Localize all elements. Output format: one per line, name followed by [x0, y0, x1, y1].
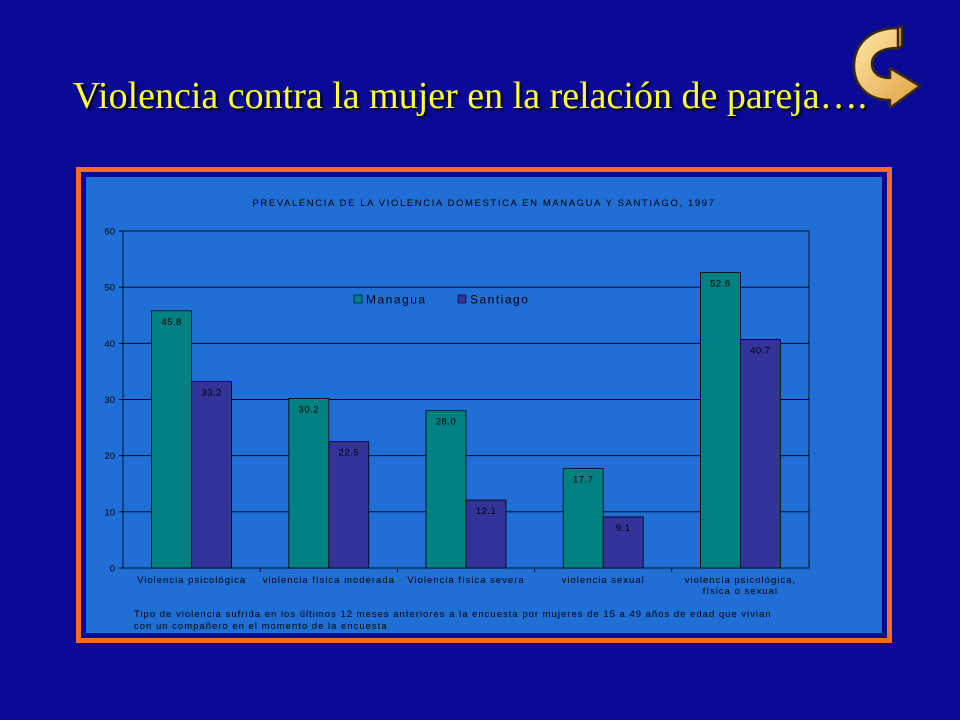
- chart-title: PREVALENCIA DE LA VIOLENCIA DOMESTICA EN…: [252, 198, 715, 209]
- bar-santiago: [191, 381, 232, 569]
- bar-managua: [425, 410, 467, 569]
- legend-label: Santiago: [470, 293, 529, 307]
- bar-santiago: [740, 339, 781, 569]
- y-tick-label: 30: [104, 395, 115, 406]
- y-tick-label: 40: [104, 339, 115, 350]
- curved-arrow-return-icon[interactable]: [846, 22, 922, 108]
- slide-title: Violencia contra la mujer en la relación…: [72, 75, 868, 117]
- x-category-label: violencia física moderada: [263, 575, 395, 586]
- data-label: 30.2: [299, 404, 320, 415]
- bar-managua: [700, 272, 741, 569]
- bar-santiago: [602, 516, 644, 569]
- legend-box: [342, 288, 552, 310]
- data-label: 52.6: [710, 279, 731, 290]
- chart-footnote-line: Tipo de violencia sufrida en los últimos…: [134, 609, 772, 620]
- legend-swatch: [457, 294, 467, 304]
- chart-footnote: Tipo de violencia sufrida en los últimos…: [134, 609, 834, 633]
- y-tick-label: 10: [104, 507, 115, 518]
- data-label: 33.2: [201, 388, 222, 399]
- bar-chart: PREVALENCIA DE LA VIOLENCIA DOMESTICA EN…: [104, 198, 810, 597]
- data-label: 28.0: [436, 417, 457, 428]
- x-category-label: Violencia psicológica: [137, 575, 246, 586]
- data-label: 40.7: [750, 345, 771, 356]
- bar-managua: [562, 468, 604, 569]
- bar-santiago: [328, 441, 370, 569]
- x-category-label: física o sexual: [703, 586, 778, 597]
- bar-santiago: [465, 499, 507, 569]
- chart-footnote-line: con un compañero en el momento de la enc…: [134, 621, 388, 632]
- y-tick-label: 60: [104, 227, 115, 238]
- x-category-label: violencia sexual: [562, 575, 645, 586]
- y-tick-label: 20: [104, 451, 115, 462]
- legend-swatch: [353, 294, 363, 304]
- chart-frame: PREVALENCIA DE LA VIOLENCIA DOMESTICA EN…: [76, 167, 892, 643]
- data-label: 17.7: [573, 475, 594, 486]
- bar-managua: [288, 397, 330, 569]
- data-label: 9.1: [616, 523, 631, 534]
- y-tick-label: 50: [104, 283, 115, 294]
- y-tick-label: 0: [110, 564, 115, 575]
- legend-label: Managua: [366, 293, 427, 307]
- data-label: 12.1: [476, 506, 497, 517]
- data-label: 45.8: [161, 317, 182, 328]
- x-category-label: Violencia física severa: [407, 575, 524, 586]
- x-category-label: violencia psicológica,: [685, 575, 796, 586]
- chart-panel: PREVALENCIA DE LA VIOLENCIA DOMESTICA EN…: [86, 177, 882, 633]
- data-label: 22.5: [339, 448, 360, 459]
- bar-managua: [151, 310, 192, 569]
